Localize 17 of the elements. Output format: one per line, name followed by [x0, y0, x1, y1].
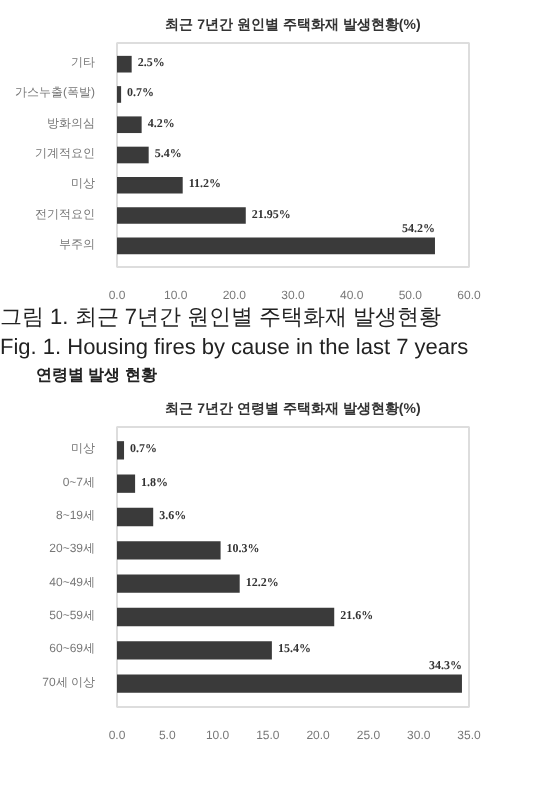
bar: [117, 441, 125, 460]
bar: [117, 541, 221, 560]
text: 연령별 발생 현황: [36, 364, 157, 387]
bar: [117, 146, 149, 164]
bar: [117, 116, 142, 134]
bar: [117, 176, 183, 194]
bar: [117, 55, 132, 73]
bar: [117, 607, 335, 627]
bar: [117, 207, 246, 224]
bar: [117, 641, 272, 660]
bar: [117, 674, 462, 693]
bar: [117, 237, 435, 255]
caption: 그림 1. 최근 7년간 원인별 주택화재 발생현황: [0, 304, 442, 334]
bar: [117, 507, 154, 527]
caption: Fig. 1. Housing fires by cause in the last 7 years: [0, 334, 469, 364]
bar: [117, 474, 136, 493]
bar: [117, 574, 240, 593]
